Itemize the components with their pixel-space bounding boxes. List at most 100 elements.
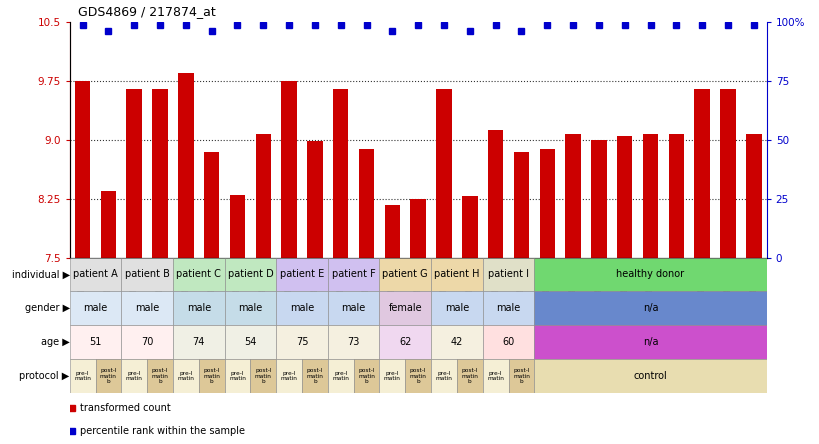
Bar bbox=[616, 136, 631, 258]
Bar bbox=[539, 149, 554, 258]
Text: patient E: patient E bbox=[279, 270, 324, 279]
Bar bbox=[564, 135, 580, 258]
Bar bbox=[642, 135, 658, 258]
Bar bbox=[224, 325, 276, 359]
Text: transformed count: transformed count bbox=[80, 404, 170, 413]
Bar bbox=[101, 191, 116, 258]
Bar bbox=[95, 359, 121, 393]
Text: healthy donor: healthy donor bbox=[616, 270, 684, 279]
Text: post-l
matin
b: post-l matin b bbox=[410, 368, 426, 384]
Text: patient G: patient G bbox=[382, 270, 428, 279]
Bar bbox=[534, 359, 766, 393]
Text: patient D: patient D bbox=[227, 270, 273, 279]
Bar bbox=[178, 73, 193, 258]
Bar bbox=[70, 359, 95, 393]
Bar bbox=[379, 291, 431, 325]
Bar bbox=[75, 81, 90, 258]
Bar bbox=[173, 258, 224, 291]
Bar bbox=[198, 359, 224, 393]
Bar bbox=[121, 291, 173, 325]
Text: post-l
matin
b: post-l matin b bbox=[513, 368, 529, 384]
Bar bbox=[405, 359, 431, 393]
Text: percentile rank within the sample: percentile rank within the sample bbox=[80, 426, 245, 436]
Text: pre-l
matin: pre-l matin bbox=[125, 371, 143, 381]
Bar bbox=[384, 205, 400, 258]
Text: male: male bbox=[444, 303, 468, 313]
Text: patient C: patient C bbox=[176, 270, 221, 279]
Bar bbox=[281, 81, 296, 258]
Text: post-l
matin
b: post-l matin b bbox=[461, 368, 477, 384]
Text: 51: 51 bbox=[89, 337, 102, 347]
Text: male: male bbox=[342, 303, 365, 313]
Text: n/a: n/a bbox=[642, 337, 658, 347]
Text: pre-l
matin: pre-l matin bbox=[383, 371, 400, 381]
Text: patient B: patient B bbox=[124, 270, 170, 279]
Text: pre-l
matin: pre-l matin bbox=[229, 371, 246, 381]
Bar bbox=[482, 325, 534, 359]
Bar bbox=[173, 359, 198, 393]
Bar bbox=[508, 359, 534, 393]
Bar bbox=[431, 291, 482, 325]
Bar bbox=[224, 291, 276, 325]
Text: male: male bbox=[84, 303, 107, 313]
Bar bbox=[301, 359, 328, 393]
Text: individual ▶: individual ▶ bbox=[11, 270, 70, 279]
Bar bbox=[333, 89, 348, 258]
Bar bbox=[456, 359, 482, 393]
Bar bbox=[328, 325, 379, 359]
Bar bbox=[204, 152, 219, 258]
Text: 74: 74 bbox=[192, 337, 205, 347]
Bar bbox=[152, 89, 168, 258]
Text: age ▶: age ▶ bbox=[41, 337, 70, 347]
Text: patient A: patient A bbox=[73, 270, 118, 279]
Bar bbox=[590, 140, 606, 258]
Bar bbox=[487, 131, 503, 258]
Text: pre-l
matin: pre-l matin bbox=[332, 371, 349, 381]
Text: control: control bbox=[633, 371, 667, 381]
Bar bbox=[431, 325, 482, 359]
Bar bbox=[328, 258, 379, 291]
Text: 70: 70 bbox=[141, 337, 153, 347]
Text: patient F: patient F bbox=[332, 270, 375, 279]
Bar bbox=[256, 135, 271, 258]
Bar bbox=[126, 89, 142, 258]
Bar bbox=[745, 135, 761, 258]
Bar bbox=[436, 89, 451, 258]
Bar bbox=[276, 359, 301, 393]
Bar bbox=[328, 291, 379, 325]
Text: 42: 42 bbox=[450, 337, 463, 347]
Bar bbox=[70, 325, 121, 359]
Text: post-l
matin
b: post-l matin b bbox=[306, 368, 323, 384]
Text: n/a: n/a bbox=[642, 303, 658, 313]
Bar bbox=[719, 89, 735, 258]
Bar bbox=[482, 258, 534, 291]
Text: pre-l
matin: pre-l matin bbox=[280, 371, 297, 381]
Bar bbox=[70, 258, 121, 291]
Text: 62: 62 bbox=[399, 337, 411, 347]
Bar bbox=[410, 199, 425, 258]
Text: pre-l
matin: pre-l matin bbox=[486, 371, 504, 381]
Text: male: male bbox=[495, 303, 520, 313]
Bar bbox=[482, 291, 534, 325]
Bar bbox=[482, 359, 508, 393]
Bar bbox=[121, 359, 147, 393]
Bar bbox=[328, 359, 353, 393]
Bar bbox=[379, 325, 431, 359]
Bar bbox=[147, 359, 173, 393]
Bar bbox=[229, 195, 245, 258]
Bar bbox=[379, 258, 431, 291]
Text: patient I: patient I bbox=[487, 270, 528, 279]
Bar bbox=[379, 359, 405, 393]
Bar bbox=[534, 325, 766, 359]
Bar bbox=[431, 359, 456, 393]
Text: post-l
matin
b: post-l matin b bbox=[358, 368, 374, 384]
Bar bbox=[307, 142, 323, 258]
Text: female: female bbox=[388, 303, 422, 313]
Text: male: male bbox=[187, 303, 210, 313]
Bar bbox=[121, 258, 173, 291]
Text: post-l
matin
b: post-l matin b bbox=[100, 368, 117, 384]
Bar bbox=[667, 135, 683, 258]
Bar bbox=[224, 258, 276, 291]
Text: gender ▶: gender ▶ bbox=[25, 303, 70, 313]
Bar bbox=[359, 149, 373, 258]
